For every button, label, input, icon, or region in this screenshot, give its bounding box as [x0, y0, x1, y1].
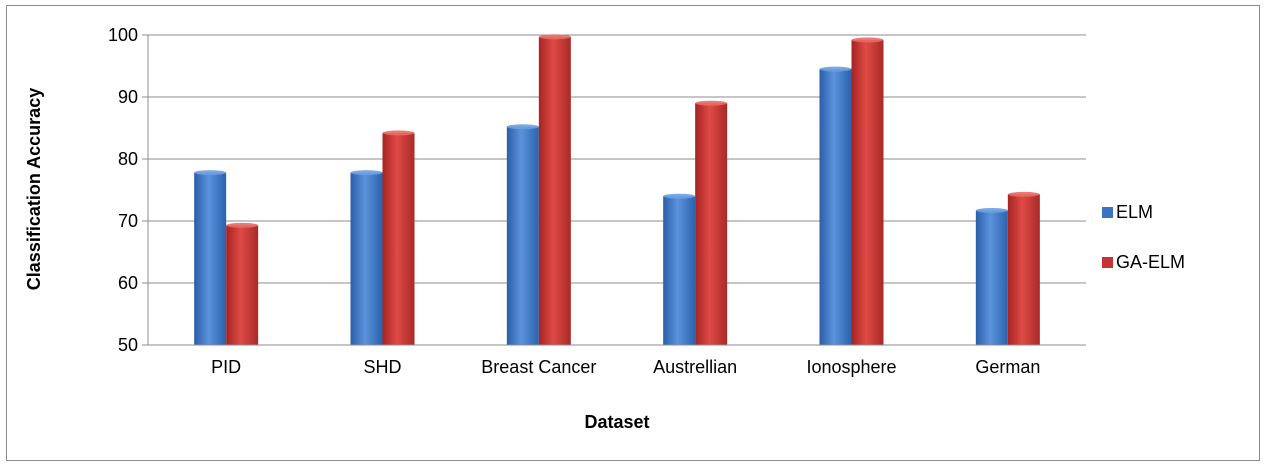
x-tick-labels: PID SHD Breast Cancer Austrellian Ionosphere… — [211, 357, 1040, 377]
bar-top-highlight — [226, 222, 259, 228]
legend: ELM GA-ELM — [1102, 202, 1185, 272]
legend-swatch-elm — [1102, 207, 1113, 218]
x-tick-label: Austrellian — [653, 357, 737, 377]
x-tick-label: PID — [211, 357, 241, 377]
bar-ga-elm-austrellian — [695, 103, 728, 345]
y-tick-label: 60 — [118, 273, 138, 293]
y-tick-label: 80 — [118, 149, 138, 169]
bar-elm-austrellian — [663, 196, 696, 345]
bar-top-highlight — [350, 170, 383, 176]
y-tick-label: 70 — [118, 211, 138, 231]
bars — [194, 34, 1040, 346]
bar-elm-pid — [194, 172, 227, 345]
bar-top-highlight — [663, 193, 696, 199]
bar-ga-elm-ionosphere — [851, 39, 884, 346]
y-axis-title: Classification Accuracy — [24, 88, 44, 290]
bar-top-highlight — [382, 130, 415, 136]
legend-label-elm: ELM — [1116, 202, 1153, 222]
bar-top-highlight — [975, 207, 1008, 213]
legend-swatch-ga-elm — [1102, 257, 1113, 268]
axes — [147, 35, 1086, 346]
y-tick-labels: 50 60 70 80 90 100 — [108, 25, 138, 355]
bar-top-highlight — [695, 100, 728, 106]
bar-elm-breast-cancer — [506, 126, 539, 345]
bar-elm-german — [975, 210, 1008, 345]
bar-top-highlight — [538, 34, 571, 40]
x-tick-label: Ionosphere — [806, 357, 896, 377]
bar-top-highlight — [506, 124, 539, 130]
y-tick-label: 50 — [118, 335, 138, 355]
y-tick-label: 90 — [118, 87, 138, 107]
bar-top-highlight — [851, 37, 884, 43]
bar-ga-elm-pid — [226, 225, 259, 345]
gridlines — [142, 34, 1086, 346]
x-tick-label: German — [975, 357, 1040, 377]
bar-ga-elm-shd — [382, 132, 415, 345]
bar-top-highlight — [1007, 191, 1040, 197]
legend-label-ga-elm: GA-ELM — [1116, 252, 1185, 272]
x-tick-label: SHD — [363, 357, 401, 377]
y-tick-label: 100 — [108, 25, 138, 45]
x-axis-title: Dataset — [584, 412, 649, 432]
bar-elm-shd — [350, 172, 383, 345]
bar-top-highlight — [194, 170, 227, 176]
bar-elm-ionosphere — [819, 69, 852, 345]
bar-ga-elm-breast-cancer — [538, 36, 571, 346]
bar-ga-elm-german — [1007, 194, 1040, 345]
x-tick-label: Breast Cancer — [481, 357, 596, 377]
bar-top-highlight — [819, 66, 852, 72]
